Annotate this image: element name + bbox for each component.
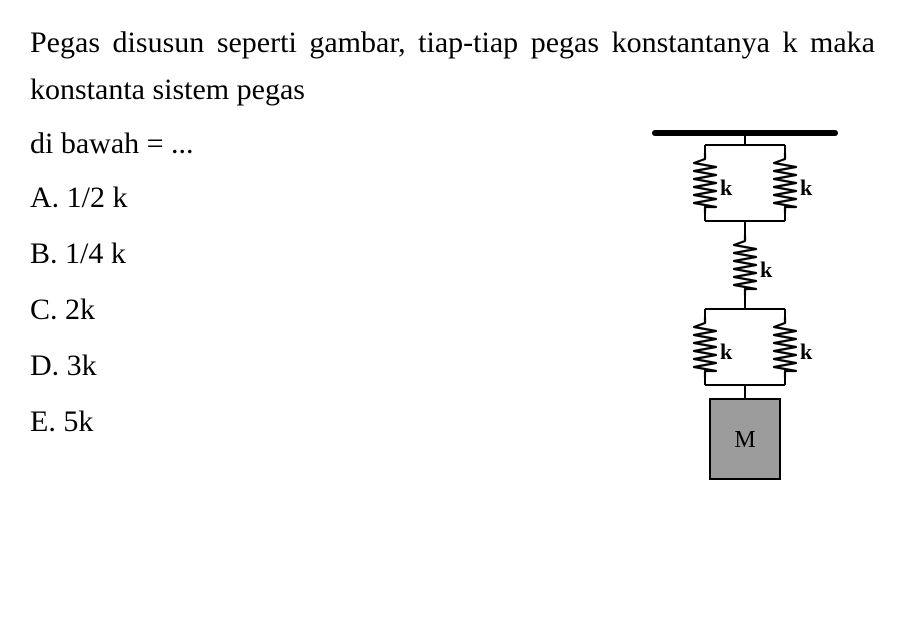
option-b: B. 1/4 k bbox=[30, 233, 615, 275]
option-e: E. 5k bbox=[30, 401, 615, 443]
option-d: D. 3k bbox=[30, 345, 615, 387]
question-line-1: Pegas disusun seperti gambar, tiap-tiap … bbox=[30, 26, 599, 59]
question-text: Pegas disusun seperti gambar, tiap-tiap … bbox=[30, 20, 875, 113]
spring-diagram: k k k k k M bbox=[615, 123, 875, 623]
svg-text:k: k bbox=[800, 175, 813, 200]
svg-text:k: k bbox=[720, 175, 733, 200]
option-c: C. 2k bbox=[30, 289, 615, 331]
svg-text:k: k bbox=[800, 339, 813, 364]
question-line-3: di bawah = ... bbox=[30, 123, 615, 165]
svg-text:M: M bbox=[734, 427, 755, 453]
svg-text:k: k bbox=[720, 339, 733, 364]
option-a: A. 1/2 k bbox=[30, 177, 615, 219]
options-column: di bawah = ... A. 1/2 k B. 1/4 k C. 2k D… bbox=[30, 123, 615, 623]
svg-text:k: k bbox=[760, 257, 773, 282]
